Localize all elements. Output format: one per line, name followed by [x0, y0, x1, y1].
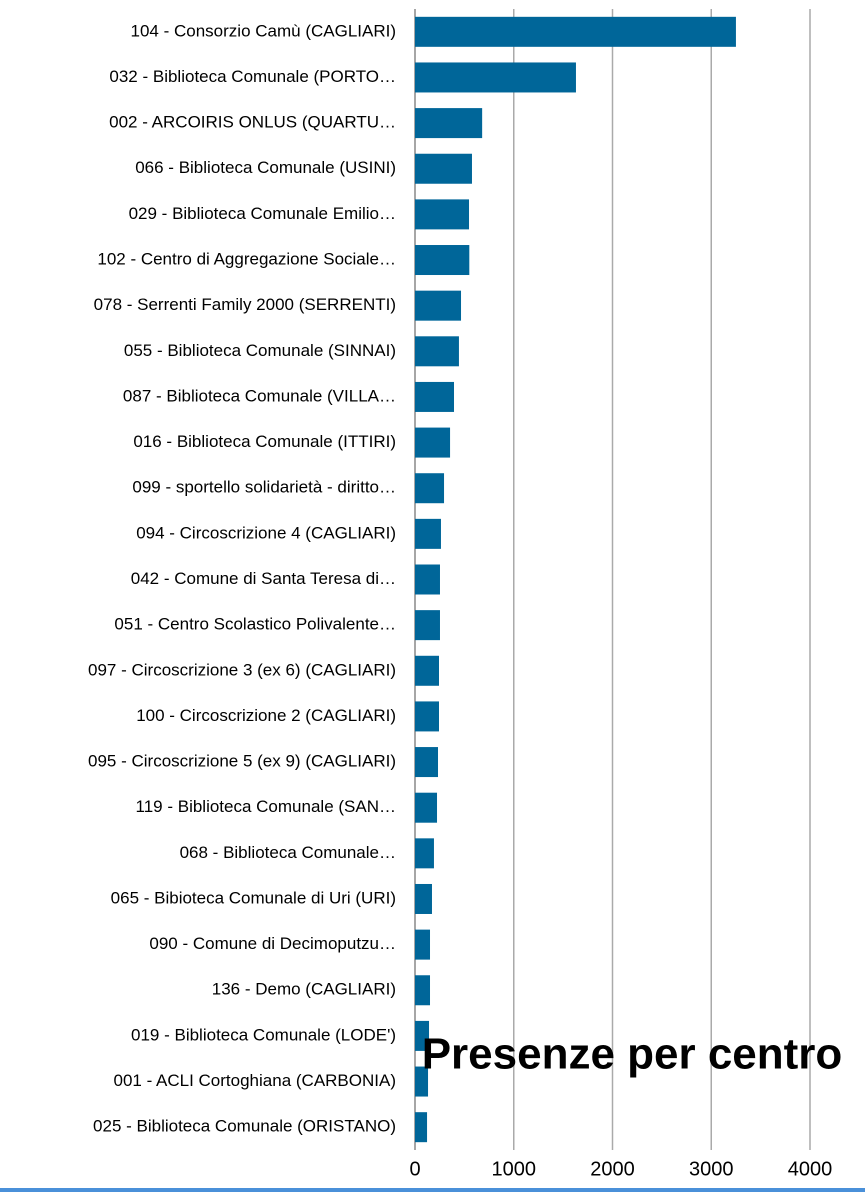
- y-tick-label: 032 - Biblioteca Comunale (PORTO…: [109, 67, 396, 86]
- y-tick-label: 099 - sportello solidarietà - diritto…: [132, 478, 396, 497]
- bar: [415, 564, 440, 595]
- x-tick-label: 2000: [590, 1158, 635, 1180]
- bar: [415, 473, 445, 504]
- x-tick-label: 0: [409, 1158, 420, 1180]
- bar: [415, 929, 431, 960]
- x-tick-label: 1000: [492, 1158, 537, 1180]
- y-tick-label: 042 - Comune di Santa Teresa di…: [131, 569, 396, 588]
- y-tick-label: 066 - Biblioteca Comunale (USINI): [135, 158, 396, 177]
- y-tick-label: 068 - Biblioteca Comunale…: [180, 843, 396, 862]
- y-tick-label: 136 - Demo (CAGLIARI): [212, 980, 396, 999]
- y-tick-label: 065 - Bibioteca Comunale di Uri (URI): [111, 888, 396, 907]
- bar: [415, 381, 455, 412]
- chart-title: Presenze per centro: [422, 1030, 843, 1079]
- bar: [415, 336, 459, 367]
- y-tick-label: 055 - Biblioteca Comunale (SINNAI): [124, 341, 396, 360]
- y-tick-label: 095 - Circoscrizione 5 (ex 9) (CAGLIARI): [88, 752, 396, 771]
- y-tick-label: 002 - ARCOIRIS ONLUS (QUARTU…: [109, 113, 396, 132]
- y-tick-label: 100 - Circoscrizione 2 (CAGLIARI): [136, 706, 396, 725]
- bar: [415, 610, 440, 641]
- y-tick-label: 087 - Biblioteca Comunale (VILLA…: [123, 386, 396, 405]
- bar: [415, 701, 439, 732]
- bar: [415, 655, 439, 686]
- bar: [415, 747, 439, 778]
- bar: [415, 290, 462, 321]
- bar: [415, 975, 431, 1006]
- bar: [415, 108, 483, 139]
- y-tick-label: 090 - Comune di Decimoputzu…: [149, 934, 396, 953]
- bar: [415, 883, 432, 914]
- bar: [415, 1112, 428, 1143]
- bar: [415, 427, 451, 458]
- y-tick-label: 119 - Biblioteca Comunale (SAN…: [136, 797, 396, 816]
- y-tick-label: 051 - Centro Scolastico Polivalente…: [114, 615, 396, 634]
- y-tick-label: 104 - Consorzio Camù (CAGLIARI): [131, 21, 396, 40]
- bar: [415, 245, 470, 276]
- bar: [415, 199, 470, 230]
- bar: [415, 518, 441, 549]
- bar: [415, 1066, 429, 1097]
- y-tick-label: 078 - Serrenti Family 2000 (SERRENTI): [94, 295, 396, 314]
- y-tick-label: 029 - Biblioteca Comunale Emilio…: [129, 204, 396, 223]
- y-tick-label: 016 - Biblioteca Comunale (ITTIRI): [133, 432, 396, 451]
- y-tick-label: 025 - Biblioteca Comunale (ORISTANO): [93, 1117, 396, 1136]
- bar: [415, 838, 434, 869]
- y-tick-label: 102 - Centro di Aggregazione Sociale…: [97, 250, 396, 269]
- bar: [415, 16, 736, 47]
- x-tick-label: 3000: [689, 1158, 734, 1180]
- bar: [415, 153, 472, 184]
- y-tick-label: 019 - Biblioteca Comunale (LODE'): [131, 1025, 396, 1044]
- bar: [415, 792, 438, 823]
- bar: [415, 62, 576, 93]
- y-tick-label: 094 - Circoscrizione 4 (CAGLIARI): [136, 523, 396, 542]
- x-tick-label: 4000: [788, 1158, 833, 1180]
- y-tick-label: 097 - Circoscrizione 3 (ex 6) (CAGLIARI): [88, 660, 396, 679]
- y-tick-label: 001 - ACLI Cortoghiana (CARBONIA): [113, 1071, 396, 1090]
- bar: [415, 1020, 430, 1051]
